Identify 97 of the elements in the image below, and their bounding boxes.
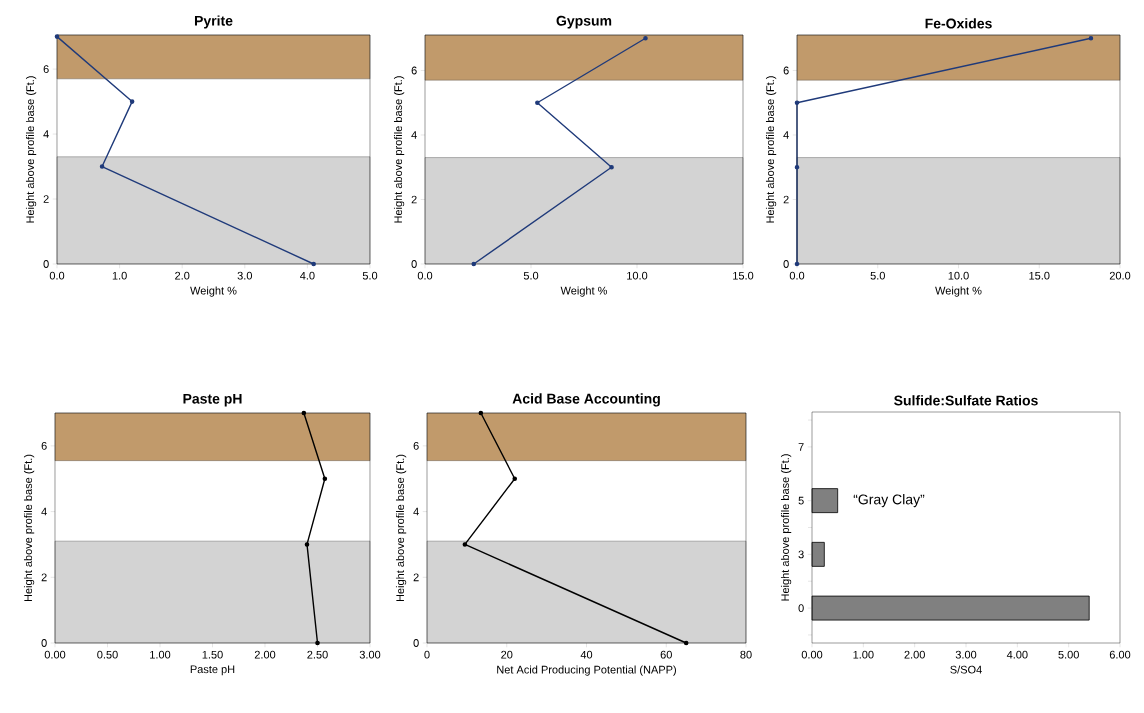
- x-axis-title: Weight %: [560, 286, 608, 297]
- y-tick-label: 2: [41, 573, 47, 582]
- x-tick-label: 5.0: [362, 271, 378, 280]
- point: [794, 261, 800, 267]
- y-tick-label: 4: [783, 131, 789, 139]
- point: [643, 35, 648, 41]
- x-tick-label: 1.50: [202, 650, 223, 659]
- chart-title: Paste pH: [183, 393, 242, 407]
- x-tick-label: 2.50: [307, 650, 328, 659]
- y-axis-title: Height above profile base (Ft.): [25, 76, 37, 223]
- annotation: “Gray Clay”: [853, 494, 925, 508]
- point: [609, 164, 614, 170]
- y-tick-label: 0: [783, 260, 789, 268]
- x-tick-label: 0.0: [789, 271, 805, 280]
- y-tick-label: 6: [411, 66, 417, 75]
- point: [99, 164, 105, 169]
- x-tick-label: 0.0: [49, 271, 65, 280]
- y-tick-label: 5: [798, 496, 804, 505]
- chart-title: Acid Base Accounting: [512, 393, 660, 407]
- y-tick-label: 2: [43, 195, 49, 203]
- y-tick-label: 2: [413, 573, 419, 582]
- x-tick-label: 1.0: [112, 271, 127, 280]
- y-axis-title: Height above profile base (Ft.): [395, 454, 407, 602]
- x-tick-label: 3.0: [237, 271, 253, 280]
- x-axis-title: Weight %: [190, 286, 237, 297]
- y-tick-label: 6: [41, 441, 47, 450]
- x-tick-label: 80: [740, 650, 752, 659]
- x-tick-label: 0.00: [44, 650, 66, 659]
- x-axis-title: S/SO4: [950, 665, 982, 674]
- x-tick-label: 6.00: [1109, 650, 1131, 659]
- point: [462, 542, 468, 547]
- point: [471, 261, 477, 267]
- point: [512, 476, 518, 482]
- x-tick-label: 10.0: [627, 271, 648, 280]
- point: [129, 99, 135, 104]
- y-tick-label: 3: [798, 550, 804, 559]
- x-tick-label: 5.0: [870, 271, 885, 280]
- y-tick-label: 2: [411, 195, 417, 204]
- x-tick-label: 3.00: [359, 650, 381, 659]
- x-tick-label: 15.0: [733, 271, 754, 280]
- x-tick-label: 40: [580, 650, 593, 659]
- chart-title: Sulfide:Sulfate Ratios: [894, 395, 1038, 406]
- point: [322, 476, 328, 482]
- y-tick-label: 6: [783, 66, 789, 75]
- x-tick-label: 60: [660, 650, 672, 659]
- point: [1088, 35, 1094, 41]
- y-axis-title: Height above profile base (Ft.): [780, 454, 792, 601]
- y-tick-label: 0: [413, 639, 419, 647]
- y-tick-label: 6: [413, 441, 419, 450]
- y-tick-label: 0: [798, 604, 804, 612]
- x-tick-label: 0: [424, 650, 430, 659]
- chart-title: Pyrite: [194, 15, 233, 29]
- y-tick-label: 0: [43, 260, 49, 268]
- y-tick-label: 0: [41, 639, 47, 647]
- point: [315, 640, 320, 646]
- point: [304, 542, 310, 547]
- y-tick-label: 2: [783, 195, 789, 204]
- x-tick-label: 5.0: [523, 271, 539, 280]
- x-tick-label: 2.0: [175, 271, 190, 280]
- y-tick-label: 6: [43, 65, 49, 73]
- chart-title: Fe-Oxides: [925, 18, 992, 29]
- point: [683, 640, 689, 646]
- x-axis-title: Net Acid Producing Potential (NAPP): [497, 665, 676, 676]
- y-tick-label: 4: [41, 507, 47, 516]
- x-tick-label: 15.0: [1029, 271, 1050, 280]
- y-tick-label: 7: [798, 443, 804, 451]
- x-tick-label: 1.00: [150, 650, 171, 659]
- y-tick-label: 4: [411, 131, 417, 139]
- point: [54, 34, 60, 39]
- x-tick-label: 0.50: [97, 650, 118, 659]
- x-tick-label: 4.00: [1006, 650, 1028, 659]
- point: [301, 410, 307, 416]
- x-tick-label: 20: [501, 650, 513, 659]
- point: [311, 261, 316, 267]
- x-tick-label: 0.00: [801, 650, 823, 659]
- point: [794, 100, 800, 106]
- x-tick-label: 3.00: [955, 650, 977, 659]
- x-tick-label: 0.0: [417, 271, 433, 280]
- x-tick-label: 4.0: [300, 271, 315, 280]
- x-axis-title: Paste pH: [190, 665, 235, 676]
- point: [535, 100, 540, 106]
- x-tick-label: 1.00: [853, 650, 874, 659]
- y-tick-label: 0: [411, 260, 417, 268]
- x-tick-label: 2.00: [254, 650, 276, 659]
- y-axis-title: Height above profile base (Ft.): [393, 76, 405, 223]
- x-axis-title: Weight %: [935, 286, 982, 297]
- chart-title: Gypsum: [556, 15, 612, 29]
- y-axis-title: Height above profile base (Ft.): [23, 454, 35, 602]
- x-tick-label: 5.00: [1058, 650, 1079, 659]
- x-tick-label: 20.0: [1109, 271, 1131, 280]
- point: [478, 410, 484, 416]
- y-tick-label: 4: [413, 507, 419, 516]
- x-tick-label: 2.00: [904, 650, 925, 659]
- x-tick-label: 10.0: [948, 271, 969, 280]
- y-tick-label: 4: [43, 130, 49, 138]
- y-axis-title: Height above profile base (Ft.): [765, 76, 777, 223]
- point: [794, 164, 800, 170]
